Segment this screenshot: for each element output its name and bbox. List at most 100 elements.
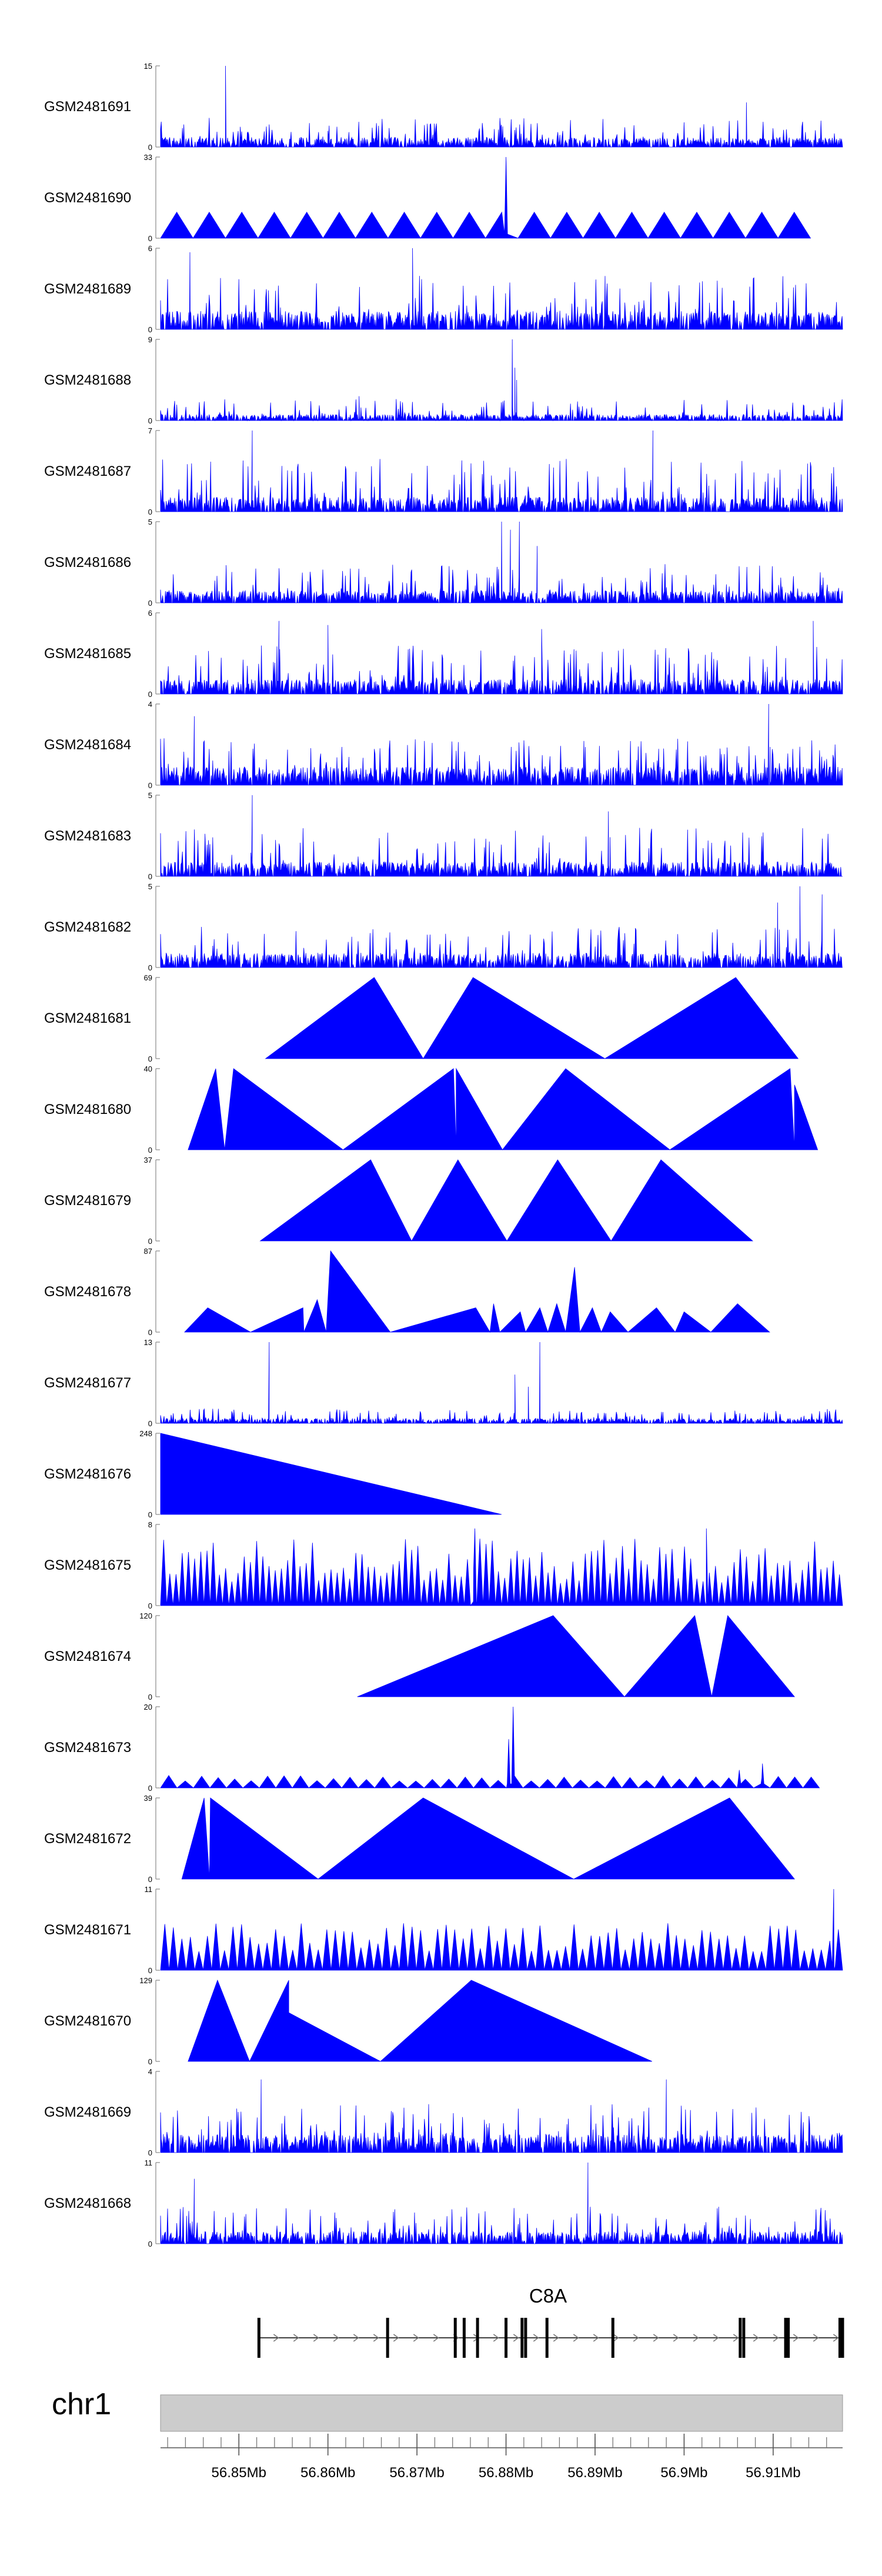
y-min-label: 0 — [148, 1146, 152, 1154]
strand-arrow — [573, 2334, 579, 2342]
y-max-label: 9 — [148, 335, 152, 344]
x-tick-label: 56.85Mb — [212, 2465, 266, 2481]
track-label: GSM2481691 — [44, 99, 131, 115]
exon — [462, 2318, 466, 2358]
coverage-noisy — [160, 886, 843, 968]
track-label: GSM2481669 — [44, 2104, 131, 2120]
y-max-label: 8 — [148, 1520, 152, 1529]
track-gsm2481685: GSM2481685 6 0 — [44, 609, 843, 699]
exon — [841, 2318, 844, 2358]
x-tick-label: 56.9Mb — [660, 2465, 707, 2481]
coverage-peaks — [160, 1433, 502, 1515]
coverage-peaks — [188, 1067, 818, 1150]
track-gsm2481677: GSM2481677 13 0 — [44, 1338, 843, 1428]
y-min-label: 0 — [148, 325, 152, 334]
track-label: GSM2481668 — [44, 2195, 131, 2211]
y-max-label: 69 — [144, 973, 152, 982]
coverage-sawtooth — [160, 1528, 843, 1607]
strand-arrow — [693, 2334, 699, 2342]
y-min-label: 0 — [148, 2240, 152, 2248]
track-gsm2481672: GSM2481672 39 0 — [44, 1794, 796, 1884]
track-label: GSM2481683 — [44, 828, 131, 844]
strand-arrow — [413, 2334, 419, 2342]
coverage-peaks — [181, 1797, 796, 1880]
y-min-label: 0 — [148, 1055, 152, 1063]
track-label: GSM2481675 — [44, 1557, 131, 1573]
track-label: GSM2481682 — [44, 919, 131, 935]
y-max-label: 33 — [144, 153, 152, 162]
exon — [742, 2318, 746, 2358]
exon — [520, 2318, 524, 2358]
coverage-noisy — [160, 65, 843, 148]
track-label: GSM2481685 — [44, 646, 131, 662]
track-gsm2481668: GSM2481668 11 0 — [44, 2158, 843, 2248]
y-min-label: 0 — [148, 1510, 152, 1519]
track-gsm2481688: GSM2481688 9 0 — [44, 335, 843, 425]
coverage-noisy — [160, 620, 843, 695]
y-min-label: 0 — [148, 1237, 152, 1246]
coverage-noisy — [160, 248, 843, 330]
coverage-peaks — [188, 1979, 653, 2062]
coverage-noisy — [160, 2162, 843, 2245]
exon — [784, 2318, 787, 2358]
y-min-label: 0 — [148, 781, 152, 790]
y-min-label: 0 — [148, 416, 152, 425]
track-label: GSM2481674 — [44, 1649, 131, 1664]
track-label: GSM2481676 — [44, 1466, 131, 1482]
track-gsm2481682: GSM2481682 5 0 — [44, 882, 843, 972]
coverage-peaks — [265, 977, 799, 1059]
track-gsm2481691: GSM2481691 15 0 — [44, 62, 843, 152]
y-max-label: 120 — [139, 1611, 152, 1620]
track-label: GSM2481687 — [44, 463, 131, 479]
y-max-label: 37 — [144, 1156, 152, 1164]
coverage-sawtooth — [160, 156, 811, 239]
coverage-peaks — [183, 1250, 770, 1333]
y-max-label: 39 — [144, 1794, 152, 1803]
strand-arrow — [813, 2334, 819, 2342]
track-gsm2481687: GSM2481687 7 0 — [44, 426, 843, 516]
strand-arrow — [613, 2334, 619, 2342]
exon — [545, 2318, 549, 2358]
strand-arrow — [373, 2334, 379, 2342]
genome-axis: chr1 56.85Mb 56.86Mb 56.87Mb 56.88Mb 56.89Mb… — [52, 2387, 843, 2481]
track-label: GSM2481678 — [44, 1284, 131, 1300]
strand-arrow — [513, 2334, 519, 2342]
gene-name-label: C8A — [529, 2285, 567, 2307]
track-gsm2481679: GSM2481679 37 0 — [44, 1156, 754, 1246]
track-gsm2481686: GSM2481686 5 0 — [44, 518, 843, 608]
y-max-label: 87 — [144, 1247, 152, 1256]
track-label: GSM2481686 — [44, 555, 131, 570]
coverage-peaks — [357, 1615, 796, 1697]
y-min-label: 0 — [148, 2148, 152, 2157]
strand-arrow — [753, 2334, 759, 2342]
track-label: GSM2481689 — [44, 281, 131, 297]
strand-arrow — [713, 2334, 719, 2342]
track-label: GSM2481681 — [44, 1010, 131, 1026]
strand-arrow — [673, 2334, 679, 2342]
track-gsm2481684: GSM2481684 4 0 — [44, 700, 843, 790]
y-max-label: 40 — [144, 1065, 152, 1073]
chromosome-ideogram-bar — [160, 2394, 843, 2432]
strand-arrow — [353, 2334, 359, 2342]
y-max-label: 20 — [144, 1703, 152, 1711]
gene-track-c8a: C8A — [257, 2285, 844, 2358]
x-tick-label: 56.91Mb — [746, 2465, 800, 2481]
track-gsm2481690: GSM2481690 33 0 — [44, 153, 811, 243]
strand-arrow — [313, 2334, 319, 2342]
coverage-tracks: GSM2481691150GSM2481690330GSM248168960GS… — [44, 62, 843, 2248]
y-max-label: 4 — [148, 2067, 152, 2076]
y-max-label: 5 — [148, 791, 152, 800]
track-gsm2481683: GSM2481683 5 0 — [44, 791, 843, 881]
coverage-noisy — [160, 339, 843, 422]
exon — [838, 2318, 841, 2358]
y-min-label: 0 — [148, 1875, 152, 1884]
gene-exons — [257, 2318, 844, 2358]
y-max-label: 15 — [144, 62, 152, 71]
chromosome-label: chr1 — [52, 2387, 111, 2421]
coverage-peaks — [259, 1159, 754, 1242]
y-min-label: 0 — [148, 1328, 152, 1337]
y-max-label: 5 — [148, 518, 152, 526]
track-label: GSM2481684 — [44, 737, 131, 753]
strand-arrow — [833, 2334, 839, 2342]
